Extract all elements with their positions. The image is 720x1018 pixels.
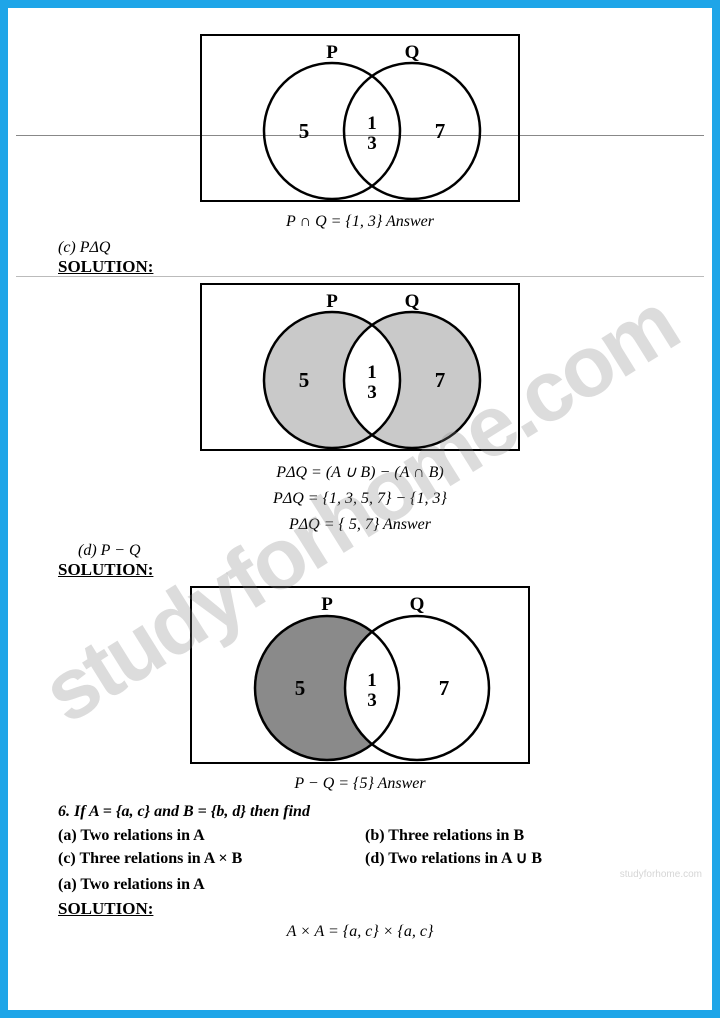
part-d-label: (d) P − Q bbox=[78, 542, 672, 560]
mid1-value: 1 bbox=[367, 670, 377, 691]
q6-repeat-a: (a) Two relations in A bbox=[58, 874, 672, 896]
q6-opt-d: (d) Two relations in A ∪ B bbox=[365, 850, 542, 867]
venn2-caption2: PΔQ = {1, 3, 5, 7} − {1, 3} bbox=[48, 490, 672, 508]
q6-opt-b: (b) Three relations in B bbox=[365, 827, 524, 844]
circle-q bbox=[344, 63, 480, 199]
q-label: Q bbox=[405, 291, 420, 312]
venn2-caption1: PΔQ = (A ∪ B) − (A ∩ B) bbox=[48, 462, 672, 482]
venn-diagram-1: P Q 5 7 1 3 bbox=[48, 34, 672, 209]
part-c-label: (c) PΔQ bbox=[58, 239, 672, 257]
p-only-value: 5 bbox=[299, 368, 310, 392]
q6-opt-a: (a) Two relations in A bbox=[58, 827, 205, 844]
q6-opt-c: (c) Three relations in A × B bbox=[58, 850, 242, 867]
circle-p bbox=[264, 63, 400, 199]
p-label: P bbox=[326, 291, 338, 312]
p-label: P bbox=[321, 594, 333, 615]
mid1-value: 1 bbox=[367, 113, 377, 134]
p-only-value: 5 bbox=[299, 119, 310, 143]
venn1-caption: P ∩ Q = {1, 3} Answer bbox=[48, 213, 672, 231]
venn3-caption: P − Q = {5} Answer bbox=[48, 775, 672, 793]
mid2-value: 3 bbox=[367, 382, 377, 403]
p-label: P bbox=[326, 42, 338, 63]
q-label: Q bbox=[405, 42, 420, 63]
p-only-value: 5 bbox=[295, 676, 306, 700]
q-only-value: 7 bbox=[435, 368, 446, 392]
mid1-value: 1 bbox=[367, 362, 377, 383]
q6-stem: 6. If A = {a, c} and B = {b, d} then fin… bbox=[58, 801, 672, 823]
mid2-value: 3 bbox=[367, 690, 377, 711]
venn-diagram-3: P Q 5 7 1 3 bbox=[48, 586, 672, 771]
q-only-value: 7 bbox=[439, 676, 450, 700]
solution-heading-q6: SOLUTION: bbox=[58, 899, 672, 919]
watermark-small: studyforhome.com bbox=[620, 869, 702, 880]
venn-diagram-2: P Q 5 7 1 3 bbox=[48, 283, 672, 458]
q6-options-row2: (c) Three relations in A × B (d) Two rel… bbox=[58, 848, 672, 870]
solution-heading-d: SOLUTION: bbox=[58, 560, 672, 580]
q6-result: A × A = {a, c} × {a, c} bbox=[48, 923, 672, 941]
q-only-value: 7 bbox=[435, 119, 446, 143]
q6-options-row1: (a) Two relations in A (b) Three relatio… bbox=[58, 825, 672, 847]
solution-heading-c: SOLUTION: bbox=[58, 257, 672, 277]
mid2-value: 3 bbox=[367, 133, 377, 154]
venn2-caption3: PΔQ = { 5, 7} Answer bbox=[48, 516, 672, 534]
q-label: Q bbox=[410, 594, 425, 615]
